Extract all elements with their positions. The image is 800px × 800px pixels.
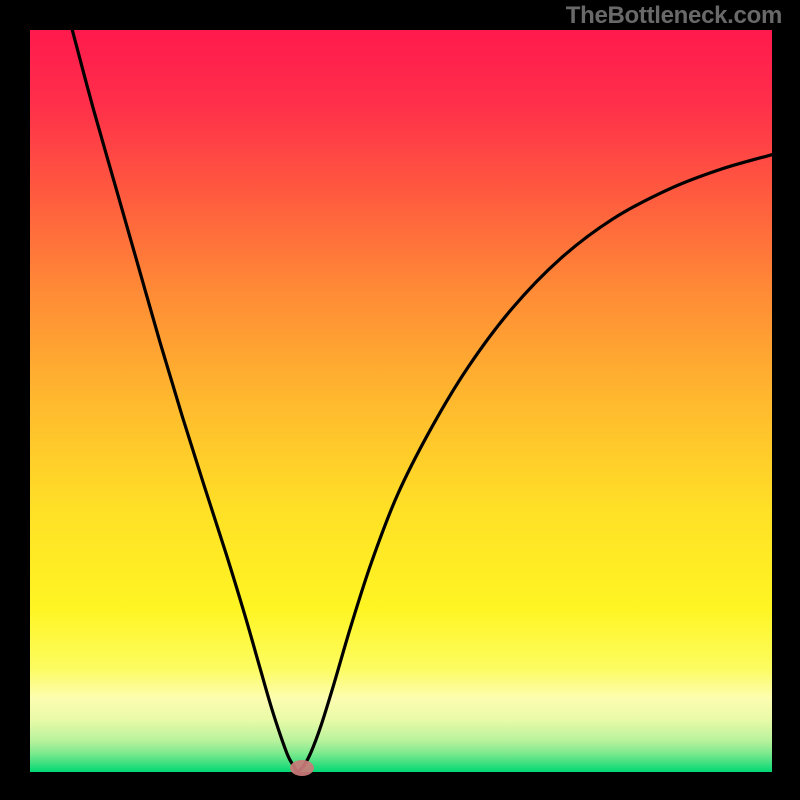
plot-area [30, 30, 772, 772]
background-gradient [30, 30, 772, 772]
optimal-point-marker [290, 760, 314, 776]
watermark-text: TheBottleneck.com [566, 2, 782, 30]
chart-outer-frame: TheBottleneck.com [0, 0, 800, 800]
